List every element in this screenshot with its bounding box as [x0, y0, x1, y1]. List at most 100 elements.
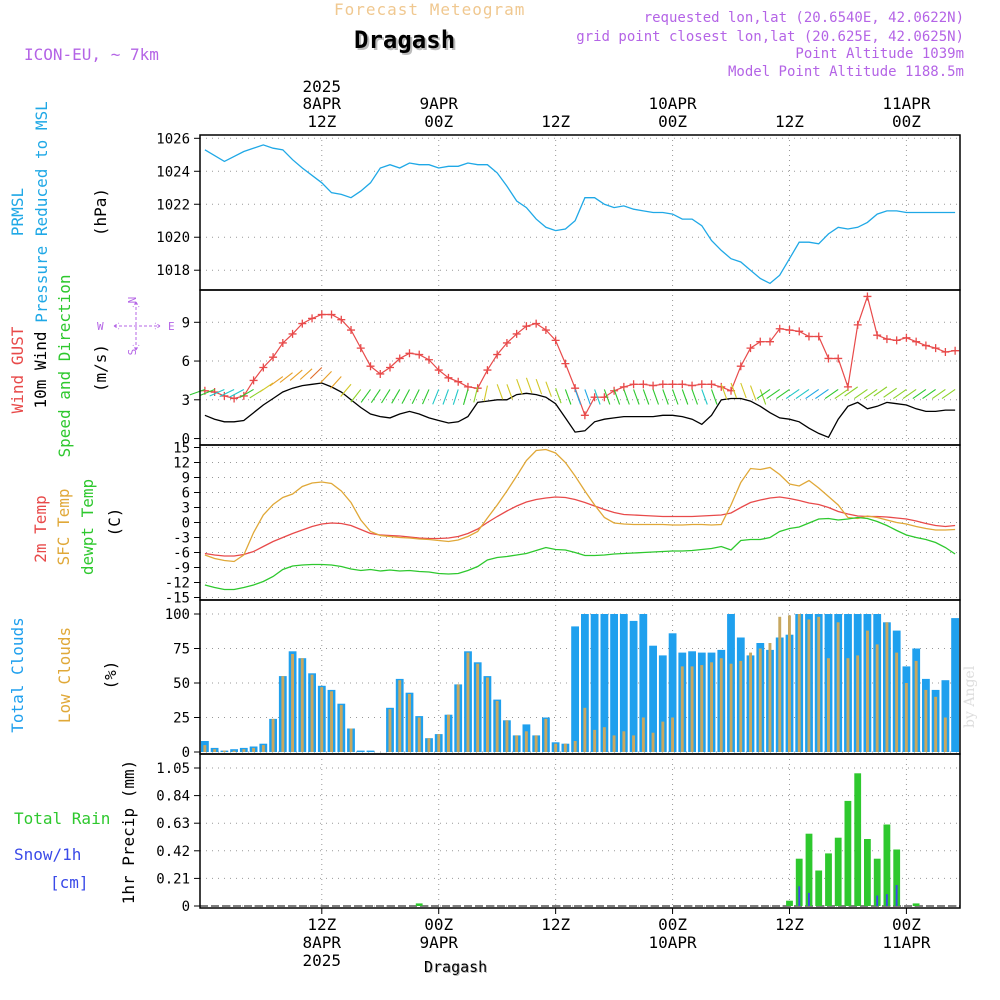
gust-marker	[502, 338, 511, 347]
wind-direction-arrow	[711, 389, 718, 405]
wind-direction-arrow	[555, 387, 562, 404]
low-cloud-bar	[885, 622, 889, 752]
top-axis-date: 9APR	[419, 94, 458, 113]
gust-marker	[308, 314, 317, 323]
gust-marker	[863, 292, 872, 301]
temp-unit: (C)	[105, 508, 124, 537]
wind-direction-arrow	[239, 388, 254, 398]
wind-direction-arrow	[902, 389, 917, 400]
bottom-axis-date: 8APR	[303, 933, 342, 952]
bottom-axis-date: 9APR	[419, 933, 458, 952]
gust-marker	[639, 380, 648, 389]
low-cloud-bar	[904, 683, 908, 752]
rain-bar	[864, 839, 871, 906]
total-cloud-bar	[658, 655, 667, 752]
wind-direction-arrow	[370, 389, 381, 404]
bottom-axis-hour: 12Z	[307, 915, 336, 934]
low-cloud-bar	[281, 676, 285, 752]
wind-direction-arrow	[815, 389, 829, 400]
low-cloud-bar	[875, 644, 879, 752]
gust-marker	[658, 380, 667, 389]
wind-direction-arrow	[776, 389, 790, 400]
bottom-axis-hour: 12Z	[541, 915, 570, 934]
gust-marker	[376, 369, 385, 378]
gust-marker	[395, 354, 404, 363]
low-cloud-bar	[836, 622, 840, 752]
total-cloud-bar	[600, 614, 609, 752]
gust-marker	[454, 377, 463, 386]
top-axis-hour: 12Z	[775, 112, 804, 131]
low-cloud-bar	[320, 687, 324, 752]
wind-direction-arrow	[652, 389, 660, 405]
low-cloud-bar	[573, 741, 577, 752]
precip-panel-frame	[199, 753, 961, 909]
wind-direction-arrow	[259, 382, 274, 393]
low-cloud-bar	[408, 694, 411, 752]
top-axis-date: 10APR	[648, 94, 697, 113]
total-cloud-bar	[581, 614, 589, 752]
y-tick-label: 15	[173, 441, 190, 457]
rain-bar	[873, 858, 881, 906]
gust-marker	[785, 326, 794, 335]
top-axis-hour: 00Z	[892, 112, 921, 131]
low-cloud-bar	[437, 734, 441, 752]
low-cloud-bar	[622, 731, 626, 752]
bottom-axis-hour: 00Z	[658, 915, 687, 934]
gust-marker	[697, 380, 706, 389]
pressure-line	[204, 144, 956, 285]
low-cloud-bar	[476, 663, 480, 752]
total-cloud-bar	[649, 645, 657, 752]
low-cloud-bar	[563, 743, 567, 752]
total-cloud-bar	[590, 614, 599, 752]
wind-direction-arrow	[941, 389, 956, 400]
low-cloud-bar	[495, 700, 499, 752]
y-tick-label: -12	[165, 576, 190, 592]
wind-direction-arrow	[535, 378, 543, 395]
gust-marker	[415, 350, 424, 359]
wind-direction-arrow	[824, 389, 839, 400]
gust-marker	[678, 380, 687, 389]
gust-marker	[239, 391, 248, 400]
gust-marker	[853, 320, 862, 329]
low-cloud-bar	[388, 709, 392, 752]
low-cloud-bar	[612, 735, 616, 752]
compass-s: S	[126, 349, 139, 356]
y-tick-label: 0	[182, 899, 190, 915]
pressure-label-a: PRMSL	[8, 188, 27, 236]
low-cloud-bar	[456, 684, 460, 752]
gust-marker	[775, 324, 784, 333]
sfc-temp-label: SFC Temp	[54, 488, 73, 565]
y-tick-label: 9	[182, 471, 190, 487]
low-cloud-bar	[242, 749, 246, 752]
wind-direction-arrow	[834, 389, 849, 400]
gust-marker	[405, 349, 414, 358]
gust-marker	[444, 373, 453, 382]
wind-direction-arrow	[452, 389, 459, 405]
wind-direction-arrow	[922, 389, 936, 400]
bottom-axis-date: 10APR	[648, 933, 697, 952]
wind-direction-arrow	[785, 389, 800, 400]
y-tick-label: 3	[182, 393, 190, 409]
gust-marker	[921, 341, 930, 350]
bottom-axis-date: 11APR	[882, 933, 931, 952]
top-axis-hour: 00Z	[424, 112, 453, 131]
y-tick-label: -9	[173, 561, 190, 577]
rain-bar	[415, 903, 423, 906]
low-cloud-bar	[846, 658, 850, 752]
low-cloud-bar	[943, 717, 947, 752]
wind-direction-arrow	[883, 387, 897, 398]
gust-marker	[580, 411, 589, 420]
compass-arrows	[113, 301, 161, 351]
wind-direction-arrow	[740, 382, 747, 399]
wind-direction-arrow	[279, 372, 293, 383]
y-tick-label: 0	[182, 516, 190, 532]
gust-marker	[317, 310, 326, 319]
wind-direction-arrow	[805, 389, 820, 400]
total-rain-label: Total Rain	[14, 809, 110, 828]
gust-marker	[356, 344, 365, 353]
gust-marker	[814, 332, 823, 341]
gust-marker	[951, 346, 960, 355]
wind-direction-arrow	[432, 389, 440, 405]
y-tick-label: 25	[173, 711, 190, 727]
wind-direction-arrow	[931, 389, 946, 400]
